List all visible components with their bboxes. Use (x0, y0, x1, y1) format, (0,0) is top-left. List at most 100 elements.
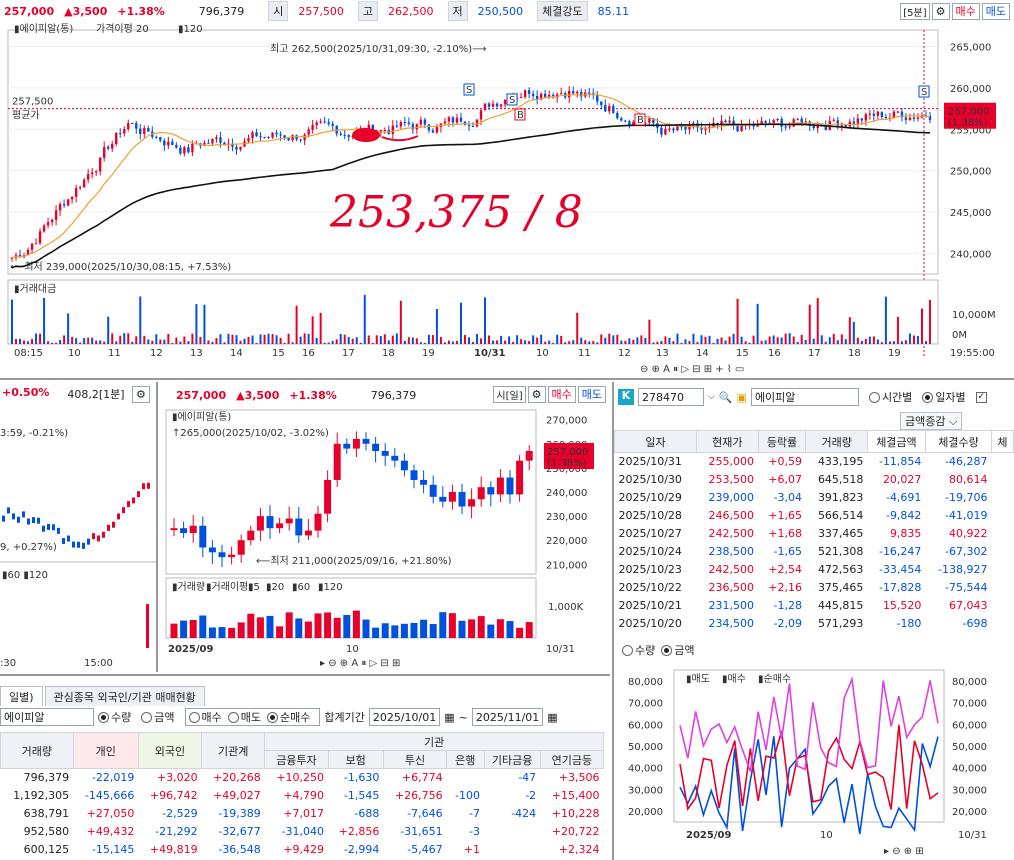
trade-col-header[interactable]: 현재가 (696, 430, 759, 453)
investor-col-header[interactable]: 개인 (72, 732, 139, 769)
r-buy[interactable]: 매수 (188, 709, 222, 725)
table-row[interactable]: 2025/10/27 242,500 +1,68 337,465 9,835 40,922 (615, 525, 1014, 543)
daily-sell-button[interactable]: 매도 (577, 386, 606, 403)
volume-bar (279, 337, 282, 344)
low-label: 저 (447, 1, 468, 21)
investor-col-header[interactable]: 보험 (327, 750, 384, 769)
table-row[interactable]: 2025/10/20 234,500 -2,09 571,293 -180 -698 (615, 615, 1014, 633)
table-row[interactable]: 796,379 -22,019 +3,020 +20,268 +10,250 -1,630… (1, 769, 604, 787)
trade-col-header[interactable]: 체 (990, 430, 1014, 453)
table-row[interactable]: 2025/10/28 246,500 +1,65 566,514 -9,842 -41,0… (615, 507, 1014, 525)
volume-label: ▮거래대금 (14, 283, 56, 295)
investor-col-header[interactable]: 외국인 (137, 732, 203, 769)
candle-body (115, 132, 118, 144)
code-input[interactable]: 278470 (638, 388, 704, 406)
table-row[interactable]: 2025/10/23 242,500 +2,54 472,563 -33,454 -138… (615, 561, 1014, 579)
mini-gear-icon[interactable]: ⚙ (132, 386, 150, 403)
folder-icon[interactable]: ▣ (736, 390, 747, 404)
name-input[interactable]: 에이피알 (750, 388, 859, 406)
r-sell[interactable]: 매도 (227, 709, 261, 725)
volume-bar (492, 340, 495, 344)
volume-bar (275, 335, 278, 344)
table-row[interactable]: 600,125 -15,145 +49,819 -36,548 +9,429 -2,994… (1, 841, 604, 859)
trade-col-header[interactable]: 거래량 (805, 430, 868, 453)
trade-col-header[interactable]: 체결금액 (866, 430, 926, 453)
investor-col-header[interactable]: 금융투자 (264, 750, 329, 769)
table-cell: -21,292 (155, 825, 198, 838)
table-row[interactable]: 2025/10/24 238,500 -1,65 521,308 -16,247 -67,… (615, 543, 1014, 561)
to-date[interactable]: 2025/11/01 (471, 708, 544, 726)
sort-select[interactable]: 금액증감 ⌵ (900, 412, 963, 430)
candle-body (840, 124, 843, 126)
mini-chart-svg[interactable]: 3:59, -0.21%) 9, +0.27%) ▮60 ▮120:30 15:00 (0, 404, 156, 672)
main-sell-button[interactable]: 매도 (981, 3, 1010, 20)
trade-col-header[interactable]: 체결수량 (924, 430, 992, 453)
daily-buy-button[interactable]: 매수 (547, 386, 576, 403)
main-buy-button[interactable]: 매수 (951, 3, 980, 20)
daily-y-tick: 270,000 (546, 416, 587, 427)
radio-amt[interactable]: 금액 (661, 642, 695, 658)
table-cell: -3,04 (773, 491, 802, 504)
flow-y-tick-right: 70,000 (952, 699, 987, 710)
calendar-icon[interactable]: ▦ (444, 710, 455, 724)
investor-col-header[interactable]: 연기금등 (539, 750, 605, 769)
trade-col-header[interactable]: 등락률 (757, 430, 807, 453)
interval-selector[interactable]: [5분] (900, 3, 930, 20)
flow-plot-frame (673, 669, 945, 823)
from-date[interactable]: 2025/10/01 (368, 708, 441, 726)
volume-bar (439, 337, 442, 344)
radio-time[interactable]: 시간별 (868, 389, 912, 405)
main-chart-svg[interactable]: 265,000 260,000 255,000 250,000 245,000 240,0… (0, 22, 1014, 380)
r-qty[interactable]: 수량 (98, 709, 131, 725)
daily-gear-icon[interactable]: ⚙ (527, 386, 546, 403)
table-row[interactable]: 2025/10/29 239,000 -3,04 391,823 -4,691 -19,7… (615, 489, 1014, 507)
r-net[interactable]: 순매수 (267, 709, 310, 725)
table-row[interactable]: 2025/10/31 255,000 +0,59 433,195 -11,854 -46,… (615, 453, 1014, 471)
table-cell: 796,379 (23, 771, 70, 785)
table-cell: -2,994 (343, 843, 380, 856)
gear-icon[interactable]: ⚙ (931, 3, 950, 20)
table-row[interactable]: 2025/10/30 253,500 +6,07 645,518 20,027 80,61… (615, 471, 1014, 489)
volume-bar (367, 335, 370, 344)
dropdown-icon[interactable]: ⌵ (708, 392, 715, 402)
volume-bar (556, 334, 559, 344)
daily-interval[interactable]: 시[일] (493, 386, 526, 403)
trade-col-header[interactable]: 일자 (614, 430, 698, 453)
volume-bar (83, 338, 86, 344)
table-row[interactable]: 952,580 +49,432 -21,292 -32,677 -31,040 +2,85… (1, 823, 604, 841)
calendar-icon-2[interactable]: ▦ (547, 710, 558, 724)
tab-daily[interactable]: 일별) (0, 686, 43, 706)
r-amt[interactable]: 금액 (141, 709, 175, 725)
zoom-controls: ⊖ ⊕ A ⏸ ▷ ⊟ ⊞ + ⌇ ▭ (640, 364, 744, 375)
table-row[interactable]: 1,192,305 -145,666 +96,742 +49,027 +4,790 -1,… (1, 787, 604, 805)
table-row[interactable]: 638,791 +27,050 -2,529 -19,389 +7,017 -688 -7,… (1, 805, 604, 823)
table-cell: +49,027 (213, 789, 261, 802)
invest-name-input[interactable]: 에이피알 (0, 708, 94, 726)
investor-col-header[interactable]: 은행 (446, 750, 485, 769)
daily-body (516, 460, 524, 495)
volume-bar (688, 341, 691, 344)
daily-body (314, 513, 322, 531)
daily-chart-svg[interactable]: ▮에이피알(통) ↑265,000(2025/10/02, -3.02%) ⟵최저 … (160, 404, 610, 672)
radio-date[interactable]: 일자별 (922, 389, 966, 405)
investor-col-header[interactable]: 기타금융 (483, 750, 541, 769)
tab-watchlist[interactable]: 관심종목 외국인/기관 매매현황 (44, 686, 205, 706)
investor-col-header[interactable]: 거래량 (0, 732, 74, 769)
investor-col-header[interactable]: 기관계 (201, 732, 266, 769)
table-cell: +1,68 (768, 527, 802, 540)
search-icon[interactable]: 🔍 (718, 390, 733, 404)
daily-body (228, 554, 236, 558)
radio-qty[interactable]: 수량 (622, 642, 655, 658)
volume-bar (836, 340, 839, 344)
investor-col-header[interactable]: 투신 (382, 750, 448, 769)
table-cell: -145,666 (84, 789, 135, 802)
checkbox[interactable]: ✓ (975, 391, 987, 403)
candle-body (451, 117, 455, 123)
table-cell: -1,630 (343, 771, 380, 785)
flow-chart-svg[interactable]: 80,000 80,000 70,000 70,000 60,000 60,000 50,0… (614, 662, 1014, 860)
candle-body (491, 103, 495, 107)
daily-vol-bar (199, 615, 207, 638)
table-row[interactable]: 2025/10/22 236,500 +2,16 375,465 -17,828 -75,… (615, 579, 1014, 597)
daily-vol-bar (285, 612, 293, 638)
table-row[interactable]: 2025/10/21 231,500 -1,28 445,815 15,520 67,04… (615, 597, 1014, 615)
